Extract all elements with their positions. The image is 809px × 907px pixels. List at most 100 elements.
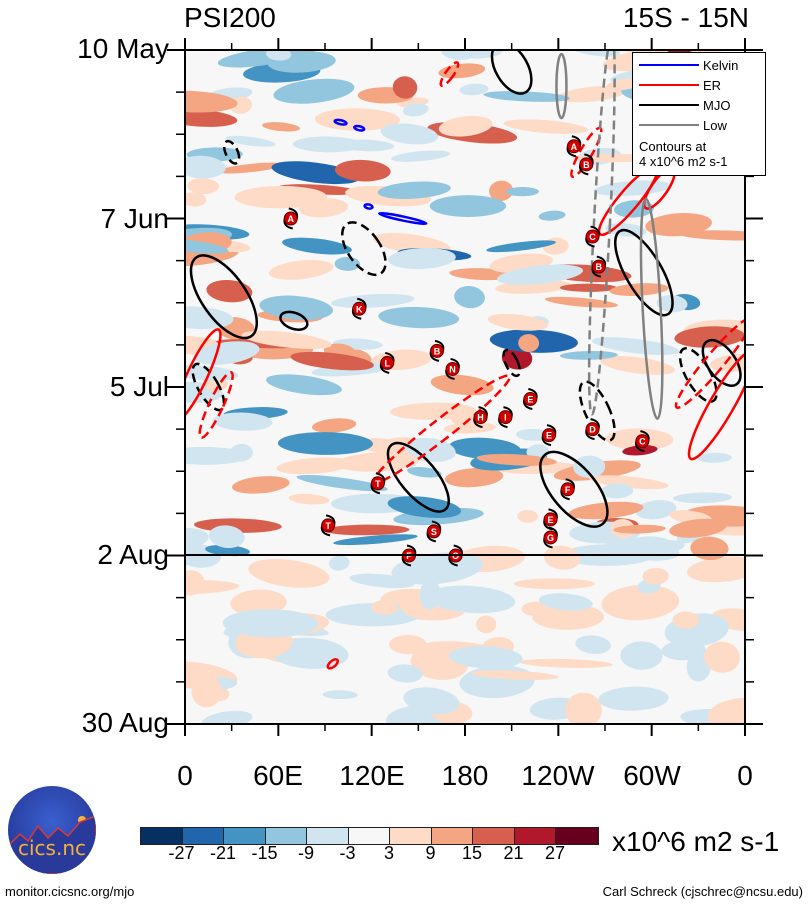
colorbar-tick-label: -27 [168,843,195,863]
cyclone-core [283,211,298,226]
legend-note-line1: Contours at [639,139,707,154]
kelvin-contour [353,124,366,132]
anomaly-region [444,467,504,488]
anomaly-region [565,692,602,724]
anomaly-region [290,351,374,371]
tropical-cyclone-icon: D [585,418,600,441]
contour-line [189,254,259,340]
cyclone-core [498,410,513,425]
anomaly-region [336,452,420,472]
anomaly-region [674,326,745,348]
anomaly-region [259,295,333,320]
legend-swatch-er [639,84,699,86]
colorbar-swatch [265,828,307,844]
contour-line [386,441,450,513]
anomaly-region [282,237,352,255]
tropical-cyclone-icon: T [320,514,336,537]
anomaly-region [273,78,355,104]
anomaly-region [407,466,442,478]
anomaly-region [292,136,363,153]
anomaly-region [380,123,439,145]
anomaly-region [387,247,456,270]
legend-note-line2: 4 x10^6 m2 s-1 [639,154,728,169]
anomaly-region [505,187,539,197]
tropical-cyclone-icon: B [591,255,607,278]
tropical-cyclone-icon: H [473,406,488,429]
contour-line [279,310,309,331]
anomaly-region [328,555,350,571]
tropical-cyclone-icon: I [498,406,513,429]
anomaly-region [185,155,226,179]
anomaly-region [448,646,523,669]
anomaly-region [185,109,238,127]
anomaly-region [638,540,685,555]
tropical-cyclone-icon: C [635,430,650,453]
y-tick-label-7-jun: 7 Jun [100,203,170,234]
anomaly-region [601,584,680,621]
kelvin-contour [378,211,428,226]
contour-line [674,316,745,409]
anomaly-region [538,593,593,611]
colorbar-swatch [307,828,349,844]
anomaly-region [276,457,353,475]
anomaly-region [486,240,556,253]
colorbar-tick-label: -9 [297,843,315,863]
anomaly-region [268,259,334,280]
anomaly-region [403,687,460,715]
anomaly-region [185,306,234,330]
colorbar-swatch [514,828,556,844]
colorbar-swatch [141,828,183,844]
cyclone-label: K [356,304,363,314]
anomaly-region [427,585,516,614]
contour-line [687,349,745,461]
anomaly-region [377,181,451,199]
contour-line [539,450,609,528]
colorbar-tick-label: 3 [383,843,395,863]
colorbar-tick-label: -21 [209,843,237,863]
anomaly-region [686,556,745,583]
colorbar-tick-label: 15 [461,843,483,863]
tropical-cyclone-icon: N [445,357,460,380]
contour-line [578,380,616,442]
x-tick-label-0: 0 [177,760,193,791]
anomaly-region [635,500,677,520]
anomaly-region [402,103,429,117]
cyclone-core [321,518,336,533]
colorbar-swatch [224,828,266,844]
colorbar-tick-label: -15 [251,843,278,863]
anomaly-region [518,334,540,353]
x-tick-label-120e: 120E [339,760,405,791]
colorbar-swatch [473,828,515,844]
anomaly-region [704,641,740,673]
cyclone-core [585,422,600,437]
anomaly-region [191,675,222,708]
anomaly-region [248,558,330,588]
contour-line [502,348,521,378]
anomaly-region [438,115,493,137]
anomaly-region [222,609,319,638]
anomaly-region [669,518,727,538]
cyclone-label: B [596,262,603,272]
anomaly-region [476,453,557,466]
chart-region-label: 15S - 15N [622,2,749,33]
cyclone-core [579,157,594,172]
legend-label-er: ER [703,77,722,93]
anomaly-region [519,658,613,668]
colorbar-swatch [556,828,598,844]
colorbar-units: x10^6 m2 s-1 [612,826,780,857]
anomaly-region [503,119,589,134]
anomaly-region [323,524,410,536]
cyclone-core [543,530,558,545]
anomaly-region [185,446,249,465]
y-tick-label-10-may: 10 May [77,33,169,64]
footer-credit: Carl Schreck (cjschrec@ncsu.edu) [602,884,803,899]
tropical-cyclone-icon: F [560,478,575,501]
x-tick-label-60e: 60E [253,760,303,791]
cyclone-label: A [571,142,578,152]
cyclone-label: E [527,395,533,405]
tropical-cyclone-icon: L [379,351,395,374]
cyclone-label: L [384,358,390,368]
anomaly-region [185,570,205,596]
anomaly-region [378,306,460,329]
cyclone-label: B [434,346,441,356]
